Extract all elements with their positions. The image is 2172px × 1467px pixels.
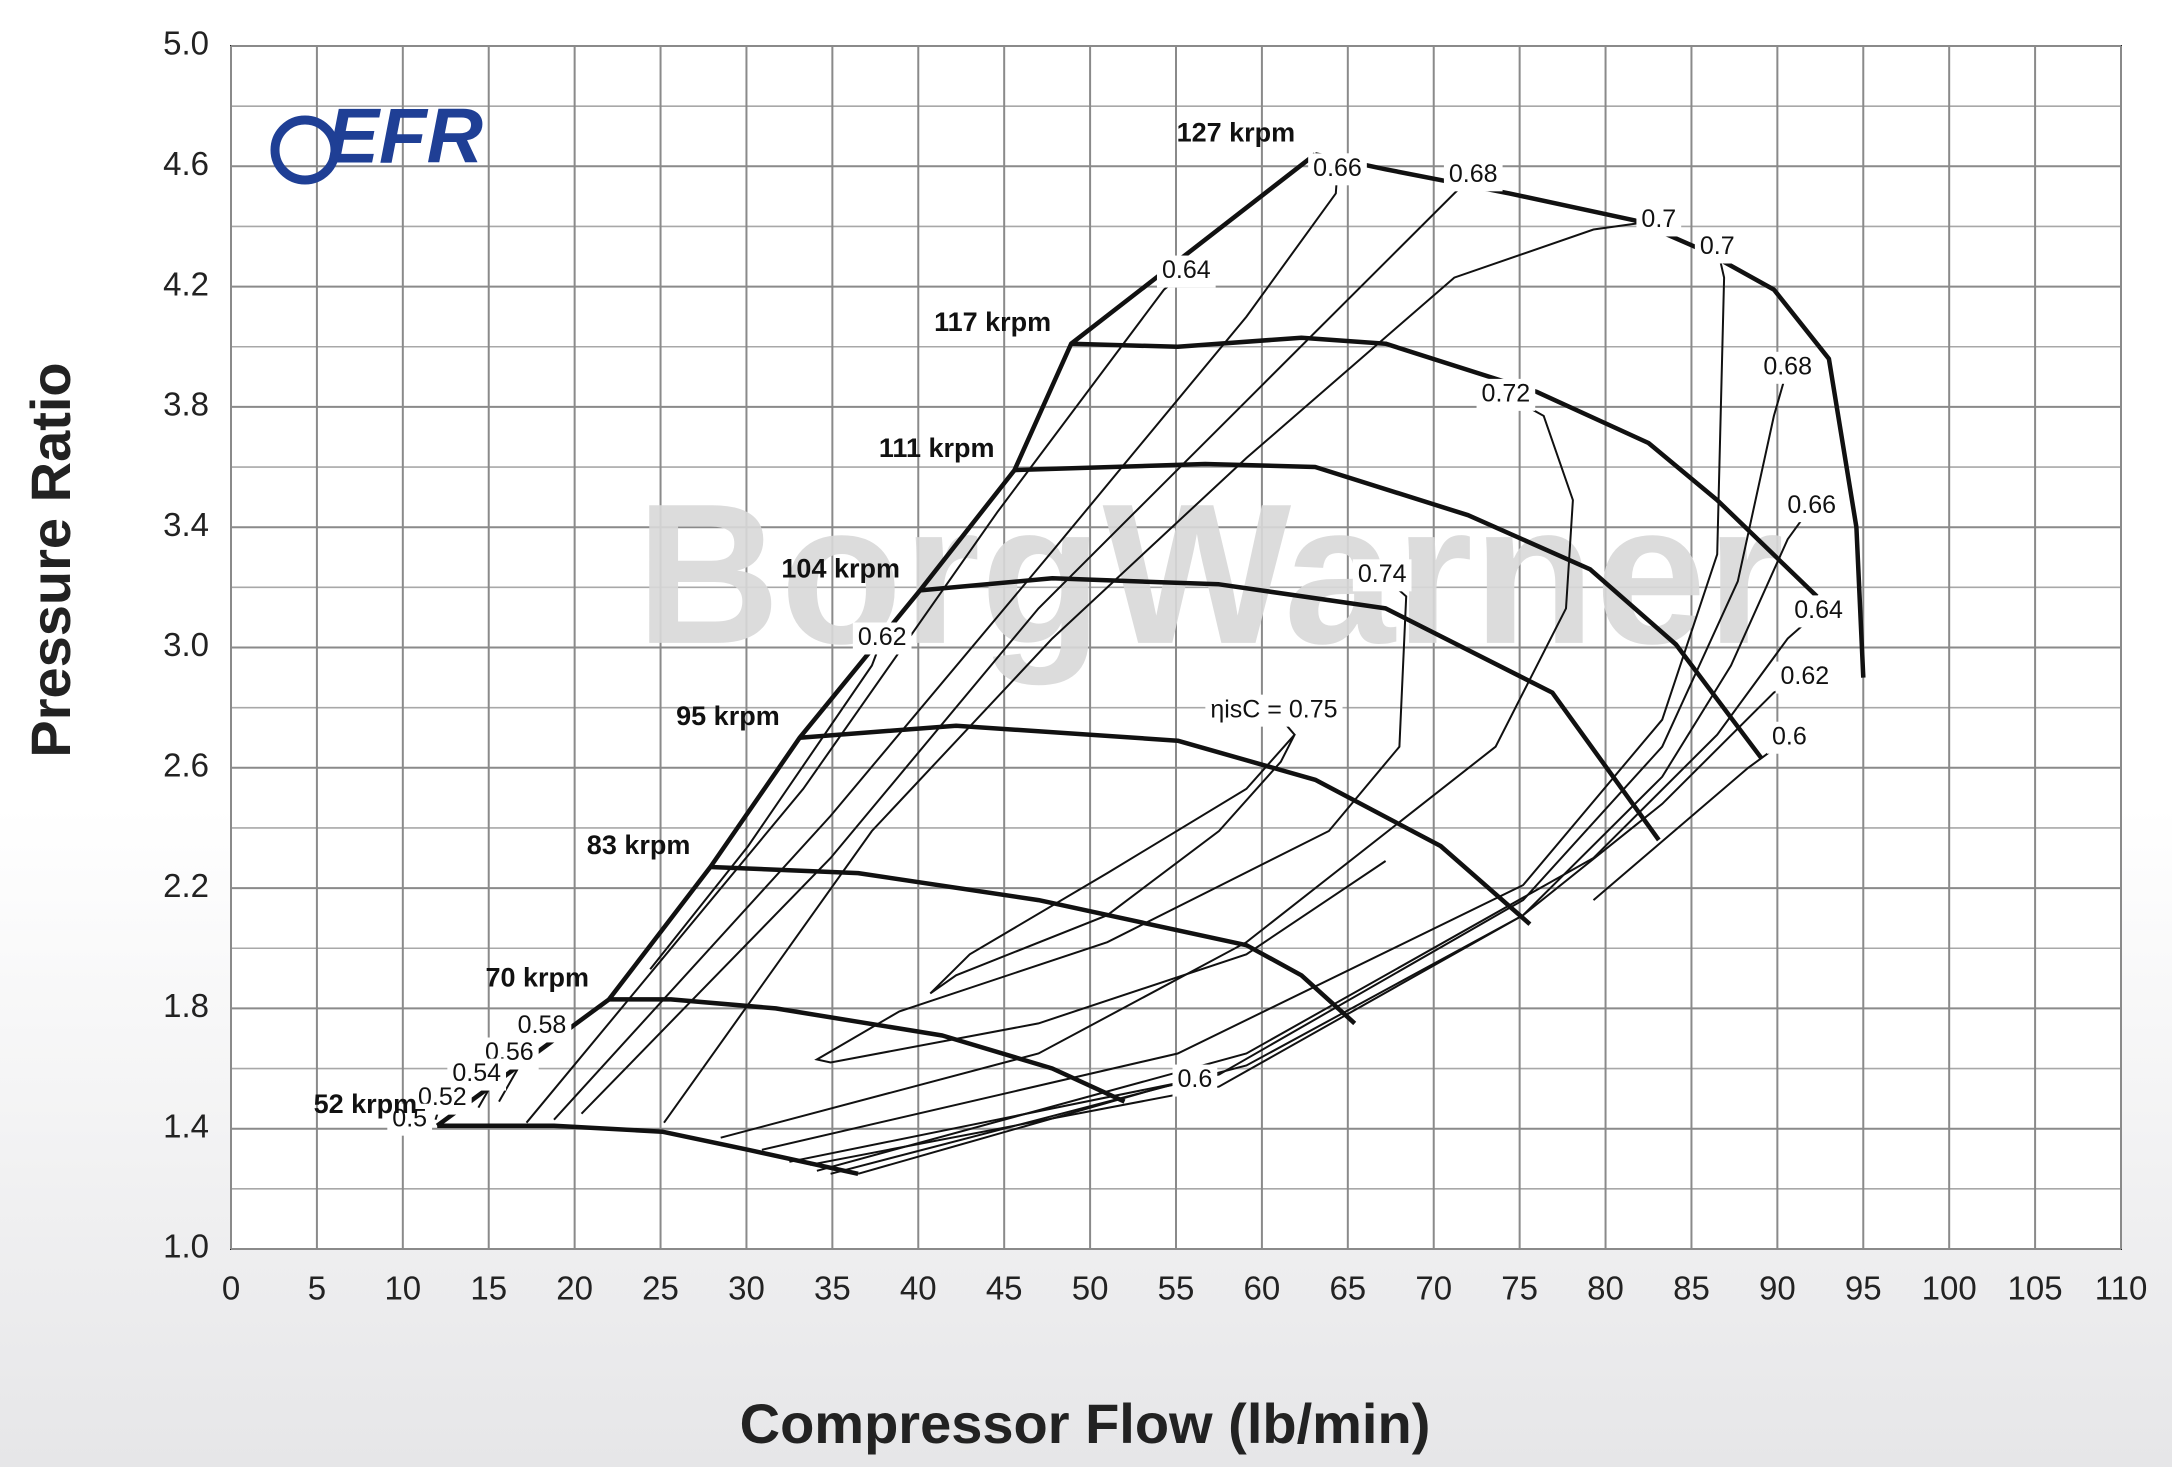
x-tick-label: 0 <box>222 1270 240 1307</box>
x-tick-label: 40 <box>900 1270 937 1307</box>
contour-label: 0.68 <box>1763 352 1812 380</box>
efficiency-contour <box>761 247 1726 1151</box>
contour-label: 0.7 <box>1641 205 1676 233</box>
x-tick-label: 20 <box>556 1270 593 1307</box>
x-tick-label: 10 <box>384 1270 421 1307</box>
contour-label: 0.5 <box>392 1104 427 1132</box>
speed-label: 117 krpm <box>934 307 1051 337</box>
speed-line <box>437 1123 859 1176</box>
x-tick-label: 5 <box>308 1270 326 1307</box>
y-tick-label: 5.0 <box>163 25 209 62</box>
label-background <box>1172 1064 1218 1097</box>
label-background <box>1205 694 1343 727</box>
y-axis-title: Pressure Ratio <box>19 362 82 757</box>
contour-label: 0.7 <box>1700 232 1735 260</box>
x-tick-label: 30 <box>728 1270 765 1307</box>
label-background <box>1352 559 1412 592</box>
label-background <box>1156 255 1216 288</box>
contour-label: 0.68 <box>1449 160 1498 188</box>
x-tick-label: 110 <box>2095 1270 2148 1307</box>
y-tick-label: 1.0 <box>163 1228 209 1265</box>
x-tick-label: 55 <box>1158 1270 1195 1307</box>
x-tick-label: 75 <box>1501 1270 1538 1307</box>
y-tick-label: 3.0 <box>163 626 209 663</box>
x-tick-label: 60 <box>1244 1270 1281 1307</box>
x-tick-label: 90 <box>1759 1270 1796 1307</box>
efficiency-contour <box>809 505 1813 1166</box>
speed-line <box>435 152 1317 1128</box>
contour-label: 0.62 <box>858 623 907 651</box>
label-background <box>1758 351 1818 384</box>
x-tick-label: 100 <box>1922 1270 1977 1307</box>
label-background <box>1782 490 1842 523</box>
x-tick-label: 35 <box>814 1270 851 1307</box>
contour-label: 0.6 <box>1178 1065 1213 1093</box>
label-background <box>1443 159 1503 192</box>
x-tick-label: 25 <box>642 1270 679 1307</box>
speed-line <box>609 997 1126 1104</box>
contour-label: 0.64 <box>1162 256 1211 284</box>
x-tick-label: 80 <box>1587 1270 1624 1307</box>
contour-label: 0.66 <box>1313 154 1362 182</box>
label-background <box>1694 231 1740 264</box>
label-background <box>512 1010 572 1043</box>
speed-label: 104 krpm <box>781 553 900 583</box>
contour-label: 0.64 <box>1794 596 1843 624</box>
speed-line <box>799 723 1532 926</box>
speed-label: 111 krpm <box>879 433 995 463</box>
logo-mark <box>270 115 340 185</box>
contour-label: 0.58 <box>518 1011 567 1039</box>
efficiency-contour <box>814 574 1408 1064</box>
label-background <box>1476 378 1536 411</box>
contour-label: ηisC = 0.75 <box>1210 695 1337 723</box>
label-background <box>387 1103 433 1136</box>
y-tick-label: 2.6 <box>163 747 209 784</box>
label-background <box>1767 721 1812 754</box>
x-tick-label: 45 <box>986 1270 1023 1307</box>
x-tick-label: 70 <box>1415 1270 1452 1307</box>
y-tick-label: 3.8 <box>163 386 209 423</box>
y-tick-label: 1.4 <box>163 1107 209 1144</box>
speed-line <box>919 576 1661 842</box>
label-background <box>1789 595 1848 628</box>
speed-label: 70 krpm <box>485 963 589 993</box>
speed-label: 52 krpm <box>314 1089 418 1119</box>
speed-line <box>1014 461 1764 761</box>
contour-label: 0.54 <box>452 1059 501 1087</box>
y-tick-label: 2.2 <box>163 867 209 904</box>
x-tick-label: 95 <box>1845 1270 1882 1307</box>
x-tick-label: 105 <box>2008 1270 2063 1307</box>
label-background <box>1636 204 1682 237</box>
y-tick-label: 3.4 <box>163 506 209 543</box>
contour-label: 0.62 <box>1781 662 1830 690</box>
logo: EFR <box>327 92 483 180</box>
efficiency-contour <box>720 394 1574 1139</box>
speed-label: 83 krpm <box>587 830 691 860</box>
contour-label: 0.6 <box>1772 722 1807 750</box>
efficiency-contour <box>789 367 1789 1163</box>
label-background <box>852 622 912 655</box>
label-background <box>1775 661 1835 694</box>
speed-line <box>1071 335 1819 599</box>
x-tick-label: 15 <box>470 1270 507 1307</box>
x-tick-label: 85 <box>1673 1270 1710 1307</box>
speed-label: 127 krpm <box>1177 117 1296 147</box>
y-tick-label: 4.6 <box>163 145 209 182</box>
y-tick-label: 4.2 <box>163 265 209 302</box>
efficiency-contour <box>553 169 1339 1121</box>
speed-label: 95 krpm <box>676 701 780 731</box>
efficiency-contour <box>663 219 1659 1124</box>
label-background <box>1308 153 1367 186</box>
contour-label: 0.72 <box>1482 379 1531 407</box>
speed-line <box>710 864 1357 1026</box>
efficiency-contour <box>929 710 1296 995</box>
x-tick-label: 50 <box>1072 1270 1109 1307</box>
contour-label: 0.74 <box>1358 560 1407 588</box>
contour-label: 0.66 <box>1787 491 1836 519</box>
y-tick-label: 1.8 <box>163 987 209 1024</box>
x-tick-label: 65 <box>1329 1270 1366 1307</box>
x-axis-title: Compressor Flow (lb/min) <box>740 1392 1431 1455</box>
